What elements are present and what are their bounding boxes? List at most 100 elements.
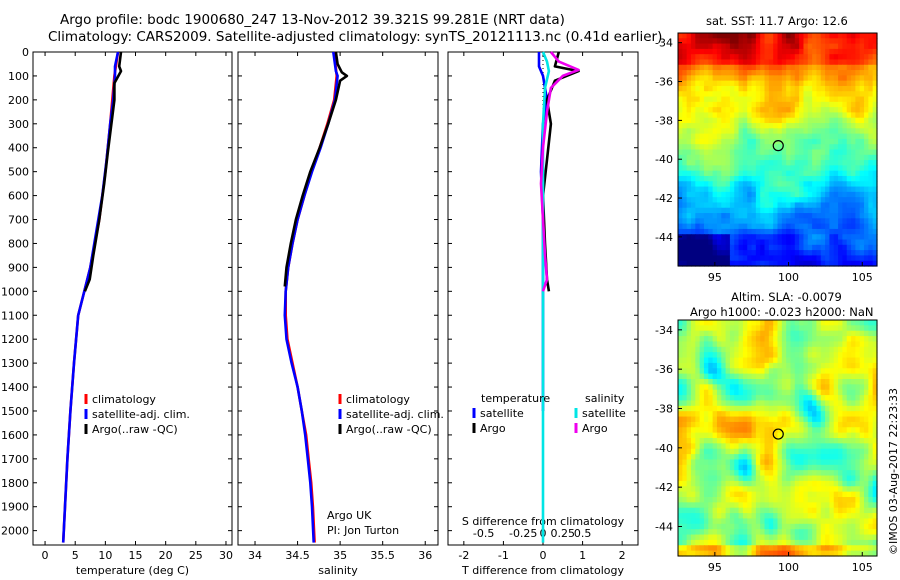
salinity-series-0 xyxy=(284,51,339,543)
map-cell xyxy=(708,497,714,503)
map-cell xyxy=(747,250,753,257)
map-cell xyxy=(703,38,709,45)
map-cell xyxy=(734,123,740,129)
map-cell xyxy=(703,260,709,267)
map-cell xyxy=(678,368,683,375)
map-cell xyxy=(794,464,800,471)
map-cell xyxy=(755,70,761,76)
map-cell xyxy=(812,448,818,455)
map-cell xyxy=(790,379,796,385)
map-cell xyxy=(786,239,792,246)
map-cell xyxy=(803,368,809,375)
map-cell xyxy=(682,144,688,151)
map-cell xyxy=(786,33,792,39)
map-cell xyxy=(790,405,796,412)
map-cell xyxy=(794,250,800,257)
map-cell xyxy=(760,362,766,369)
map-cell xyxy=(807,443,813,450)
map-cell xyxy=(712,59,718,66)
map-cell xyxy=(816,54,822,61)
map-cell xyxy=(725,181,731,188)
map-cell xyxy=(721,373,727,380)
map-cell xyxy=(699,218,705,225)
map-cell xyxy=(773,43,779,50)
map-cell xyxy=(794,234,800,241)
map-cell xyxy=(764,202,770,209)
map-cell xyxy=(799,191,805,198)
map-cell xyxy=(725,70,731,76)
map-cell xyxy=(703,123,709,129)
map-cell xyxy=(764,154,770,161)
map-cell xyxy=(859,228,865,235)
map-cell xyxy=(690,123,696,129)
map-cell xyxy=(686,255,692,262)
map-cell xyxy=(699,357,705,364)
map-cell xyxy=(708,234,714,241)
map-cell xyxy=(725,330,731,337)
map-cell xyxy=(846,352,852,359)
map-cell xyxy=(712,244,718,251)
map-cell xyxy=(825,529,831,536)
map-cell xyxy=(734,138,740,145)
map-cell xyxy=(721,117,727,124)
map-cell xyxy=(851,550,856,557)
map-cell xyxy=(846,432,852,439)
map-cell xyxy=(716,213,722,219)
map-cell xyxy=(716,362,722,369)
map-cell xyxy=(747,96,753,103)
map-cell xyxy=(820,336,826,343)
map-cell xyxy=(838,70,843,76)
map-cell xyxy=(825,244,831,251)
ytick-label: 1100 xyxy=(1,309,29,322)
map-cell xyxy=(734,352,740,359)
map-cell xyxy=(690,38,696,45)
map-cell xyxy=(820,165,826,172)
map-cell xyxy=(721,244,727,251)
map-cell xyxy=(855,421,861,428)
map-cell xyxy=(864,149,869,156)
map-cell xyxy=(690,91,696,98)
map-cell xyxy=(812,550,818,557)
annotation-line: PI: Jon Turton xyxy=(327,524,399,537)
map-cell xyxy=(833,395,839,402)
map-cell xyxy=(812,228,818,235)
map-cell xyxy=(794,341,800,348)
map-cell xyxy=(690,138,696,145)
map-cell xyxy=(686,244,692,251)
map-cell xyxy=(738,346,744,353)
map-cell xyxy=(742,64,748,71)
map-cell xyxy=(803,48,809,55)
map-cell xyxy=(712,341,718,348)
map-cell xyxy=(686,507,692,514)
map-cell xyxy=(764,330,770,337)
map-cell xyxy=(760,411,766,418)
map-cell xyxy=(729,202,735,209)
map-cell xyxy=(803,138,809,145)
map-cell xyxy=(838,405,843,412)
map-cell xyxy=(794,448,800,455)
map-cell xyxy=(838,191,843,198)
map-cell xyxy=(868,395,874,402)
map-cell xyxy=(755,529,761,536)
map-cell xyxy=(833,464,839,471)
map-cell xyxy=(872,379,878,385)
map-cell xyxy=(799,250,805,257)
map-cell xyxy=(851,117,856,124)
map-cell xyxy=(734,486,740,493)
map-cell xyxy=(851,475,856,482)
map-cell xyxy=(695,48,701,55)
map-cell xyxy=(864,91,869,98)
map-cell xyxy=(708,138,714,145)
map-cell xyxy=(846,85,852,92)
map-cell xyxy=(838,518,843,525)
map-cell xyxy=(820,438,826,444)
map-cell xyxy=(764,96,770,103)
map-cell xyxy=(790,346,796,353)
map-cell xyxy=(859,239,865,246)
map-cell xyxy=(716,480,722,487)
map-cell xyxy=(738,202,744,209)
map-cell xyxy=(786,432,792,439)
map-cell xyxy=(725,228,731,235)
map-cell xyxy=(734,539,740,546)
map-cell xyxy=(695,54,701,61)
